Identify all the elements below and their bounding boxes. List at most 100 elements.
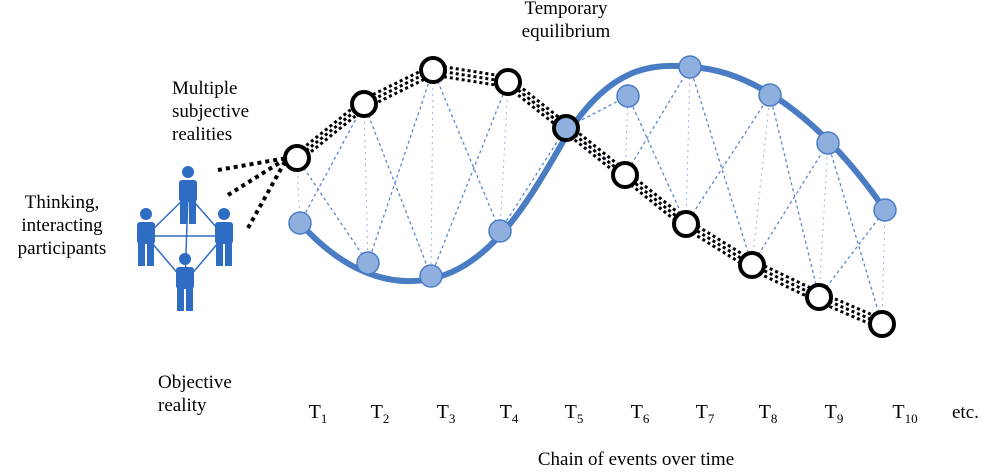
time-tick-index: 9 [836,411,844,426]
person-leg [216,242,223,266]
axis-title: Chain of events over time [537,449,735,470]
objective-reality-curve [297,62,888,285]
time-tick-main: T [564,401,577,423]
connector-line [299,103,365,224]
time-tick-index: 10 [904,411,918,426]
connector-line [685,94,771,225]
objective-label-line1: Objective [158,372,232,393]
time-tick-label: T9 [825,401,844,427]
time-tick-label: T6 [631,401,650,427]
connector-line [363,103,432,277]
equilibrium-label-line1: Temporary [524,0,608,19]
connector-line [624,66,691,176]
connector-line [881,209,886,325]
connector-line [769,94,820,298]
person-head [218,208,230,220]
time-tick-main: T [892,401,905,423]
connector-line [818,209,886,298]
subjective-node [672,210,700,238]
objective-node [288,211,312,235]
equilibrium-label-line2: equilibrium [521,20,611,42]
subjective-node [283,144,311,172]
subjective-node [494,68,522,96]
subjective-node [611,161,639,189]
time-tick-label: T1 [309,401,328,427]
connector-line [363,103,369,264]
objective-node [488,219,512,243]
connector-line [499,127,567,232]
connector-line [685,66,691,225]
time-tick-main: T [695,401,708,423]
subjective-node [350,90,378,118]
objective-label-line2: reality [158,394,207,416]
person-leg [177,287,184,311]
person-leg [186,287,193,311]
person-leg [225,242,232,266]
person-icon [179,166,197,224]
subjective-dotted-strand [296,73,883,331]
objective-nodes [288,55,897,288]
person-leg [180,200,187,224]
objective-node [356,251,380,275]
time-tick-label: T4 [500,401,519,427]
participants-label: Thinking, interacting participants [18,192,107,260]
connector-line [499,81,509,232]
participant-ray [226,156,289,197]
objective-node [678,55,702,79]
time-tick-main: T [758,401,771,423]
person-icon [215,208,233,266]
time-tick-main: T [824,401,837,423]
people-network-icon [137,166,233,311]
connector-line [432,69,501,232]
connector-line [430,81,509,277]
connector-line [818,142,829,298]
time-tick-index: 5 [576,411,584,426]
person-torso [176,267,194,289]
person-leg [189,200,196,224]
connector-line [751,142,829,266]
person-head [182,166,194,178]
subjective-node [419,56,447,84]
participants-label-line3: participants [17,237,107,259]
connector-line [827,142,883,325]
subjective-dotted-strand [296,68,883,326]
participants-label-line1: Thinking, [24,192,100,213]
participants-label-line2: interacting [21,214,103,236]
objective-node [419,264,443,288]
person-torso [137,222,155,244]
participant-ray [217,156,288,172]
subjective-realities-dotted-line [296,63,883,331]
time-tick-label: T2 [371,401,390,427]
participant-ray [246,157,289,229]
person-leg [147,242,154,266]
time-tick-index: 4 [511,411,519,426]
subjective-dotted-strand [296,63,883,321]
objective-node [758,83,782,107]
person-torso [215,222,233,244]
person-head [140,208,152,220]
connector-line [689,66,753,266]
person-icon [137,208,155,266]
time-tick-index: 1 [320,411,328,426]
subjective-realities-label: Multiple subjective realities [172,78,249,146]
connector-line [296,157,369,264]
time-tick-main: T [370,401,383,423]
subjective-label-line2: subjective [172,100,250,122]
person-leg [138,242,145,266]
time-tick-index: 2 [382,411,390,426]
time-tick-index: 3 [448,411,456,426]
people-to-realities-dotted-links [217,156,289,229]
time-tick-main: T [436,401,449,423]
subjective-node [738,251,766,279]
subjective-label-line1: Multiple [172,78,238,99]
connector-line [430,69,434,277]
time-tick-main: T [308,401,321,423]
time-tick-main: T [499,401,512,423]
objective-node [873,198,897,222]
person-torso [179,180,197,202]
subjective-node [868,310,896,338]
etc-label: etc. [952,402,979,423]
connector-line [367,69,434,264]
time-tick-label: T3 [437,401,456,427]
